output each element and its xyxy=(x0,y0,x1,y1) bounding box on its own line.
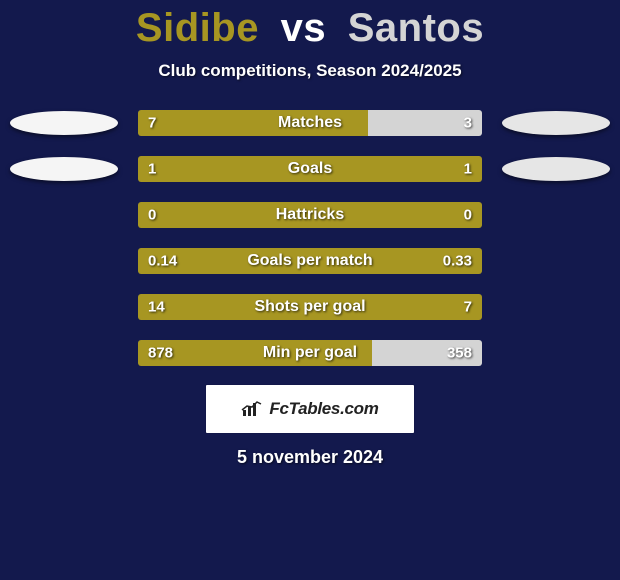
spacer xyxy=(10,203,118,227)
player1-badge xyxy=(10,111,118,135)
stat-row: 147Shots per goal xyxy=(0,293,620,321)
player1-name: Sidibe xyxy=(136,6,259,50)
stat-row: 11Goals xyxy=(0,155,620,183)
player2-name: Santos xyxy=(348,6,484,50)
vs-text: vs xyxy=(281,6,327,50)
bar-segment-right xyxy=(368,110,482,136)
bar-segment-left xyxy=(138,110,368,136)
brand-chart-icon xyxy=(241,400,263,418)
stat-bar: 0.140.33Goals per match xyxy=(138,248,482,274)
spacer xyxy=(502,295,610,319)
player2-badge xyxy=(502,157,610,181)
stat-row: 00Hattricks xyxy=(0,201,620,229)
spacer xyxy=(502,249,610,273)
stat-bar: 11Goals xyxy=(138,156,482,182)
spacer xyxy=(502,341,610,365)
stat-bar: 00Hattricks xyxy=(138,202,482,228)
stat-row: 878358Min per goal xyxy=(0,339,620,367)
bar-segment-left xyxy=(138,294,482,320)
stats-container: 73Matches 11Goals 00Hattricks 0.140.33Goals… xyxy=(0,109,620,367)
stat-bar: 73Matches xyxy=(138,110,482,136)
subtitle: Club competitions, Season 2024/2025 xyxy=(0,61,620,81)
brand-badge: FcTables.com xyxy=(206,385,414,433)
bar-segment-right xyxy=(372,340,482,366)
spacer xyxy=(10,341,118,365)
comparison-title: Sidibe vs Santos xyxy=(0,0,620,51)
stat-row: 73Matches xyxy=(0,109,620,137)
bar-segment-left xyxy=(138,248,482,274)
spacer xyxy=(502,203,610,227)
bar-segment-left xyxy=(138,156,482,182)
date-text: 5 november 2024 xyxy=(0,447,620,468)
bar-segment-left xyxy=(138,202,482,228)
stat-bar: 878358Min per goal xyxy=(138,340,482,366)
player1-badge xyxy=(10,157,118,181)
bar-segment-left xyxy=(138,340,372,366)
spacer xyxy=(10,295,118,319)
brand-text: FcTables.com xyxy=(269,399,378,419)
player2-badge xyxy=(502,111,610,135)
stat-row: 0.140.33Goals per match xyxy=(0,247,620,275)
stat-bar: 147Shots per goal xyxy=(138,294,482,320)
spacer xyxy=(10,249,118,273)
